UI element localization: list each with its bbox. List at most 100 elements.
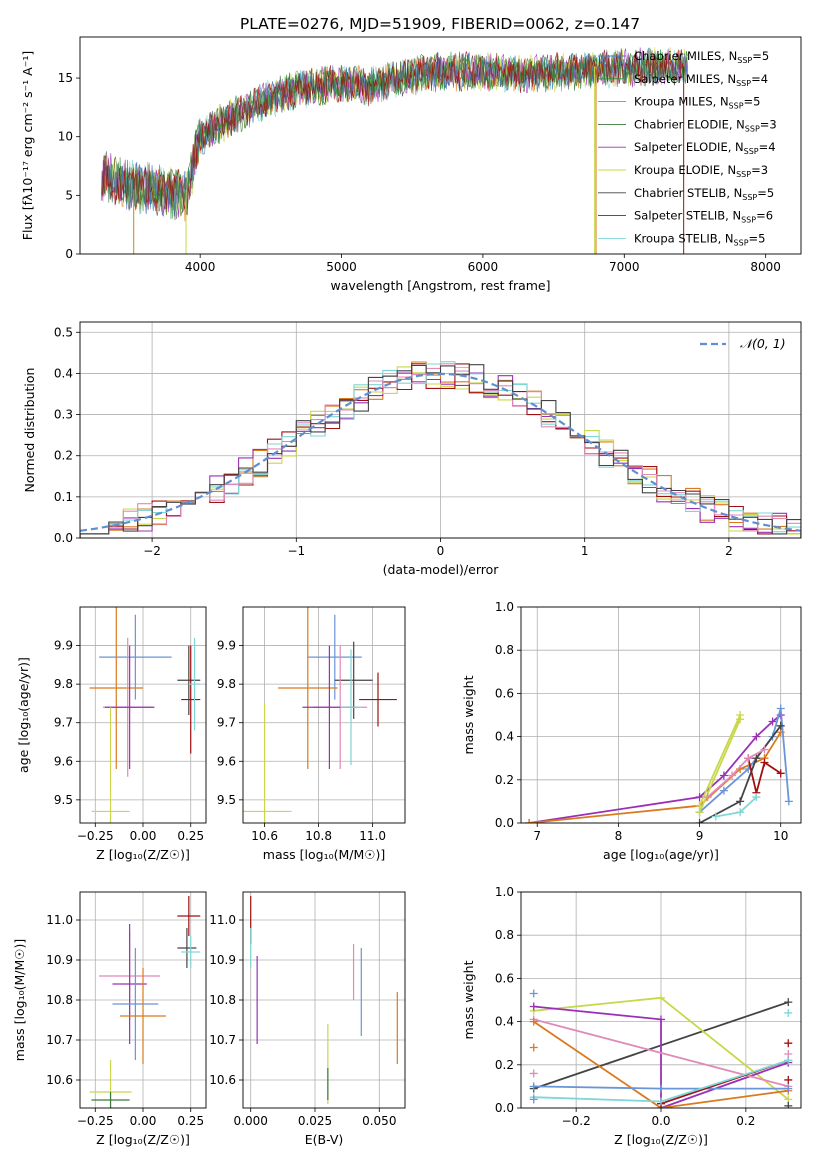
x-tick-label: 0.050 <box>362 1114 396 1128</box>
plot-area <box>529 989 793 1108</box>
y-tick-label: 11.0 <box>46 913 73 927</box>
axes-frame <box>520 606 802 824</box>
legend-subscript: SSP <box>734 238 749 247</box>
plus-marker <box>657 1084 665 1093</box>
legend-suffix: =5 <box>757 186 774 200</box>
x-axis-label: wavelength [Angstrom, rest frame] <box>330 278 550 293</box>
x-tick-label: −0.25 <box>77 829 114 843</box>
legend-text: Kroupa MILES, N <box>634 95 729 109</box>
mass-weight-series-line <box>533 1020 789 1108</box>
legend-entry: Chabrier MILES, NSSP=5 <box>634 49 769 65</box>
plus-marker <box>529 1095 538 1104</box>
plus-marker <box>784 1075 793 1084</box>
plus-marker <box>736 715 745 724</box>
age-vs-metallicity-panel: −0.25 0.00 0.25 9.5 9.6 9.7 9.8 9.9 Z [log₁₀(Z/Z… <box>16 606 207 862</box>
plus-marker <box>529 1069 538 1078</box>
plot-area <box>89 607 201 823</box>
spectrum-series-line <box>102 49 684 216</box>
x-tick-label: 0.25 <box>177 1114 204 1128</box>
plus-marker <box>525 819 534 823</box>
legend-entry: Salpeter ELODIE, NSSP=4 <box>634 140 776 156</box>
x-tick-label: 6000 <box>468 260 499 274</box>
y-tick-label: 10.6 <box>46 1073 73 1087</box>
plus-marker <box>752 793 761 802</box>
x-tick-label: 0.00 <box>130 1114 157 1128</box>
plus-marker <box>703 793 712 802</box>
legend-entry: Kroupa MILES, NSSP=5 <box>634 95 760 111</box>
y-tick-label: 10.8 <box>46 993 73 1007</box>
legend-entry: Chabrier ELODIE, NSSP=3 <box>634 117 777 133</box>
y-tick-label: 9.7 <box>54 716 73 730</box>
legend-subscript: SSP <box>742 193 757 202</box>
plus-marker <box>529 1082 538 1091</box>
plus-marker <box>776 721 785 730</box>
x-axis-label: (data-model)/error <box>383 562 500 577</box>
axes-frame <box>520 891 802 1109</box>
plus-marker <box>784 1050 793 1058</box>
figure-title: PLATE=0276, MJD=51909, FIBERID=0062, z=0… <box>240 15 640 33</box>
plus-marker <box>760 758 769 767</box>
plus-marker <box>784 998 793 1007</box>
mass-weight-vs-age-panel: 7 8 9 10 0.0 0.2 0.4 0.6 0.8 1.0 age [log₁₀(age/yr… <box>461 600 802 862</box>
x-tick-label: 5000 <box>326 260 357 274</box>
y-tick-label: 0.0 <box>495 816 514 830</box>
y-tick-label: 9.9 <box>54 639 73 653</box>
mass-weight-series-line <box>715 796 758 818</box>
plus-marker <box>784 1039 793 1048</box>
axes-frame <box>242 891 406 1109</box>
legend-suffix: =3 <box>760 117 777 131</box>
plus-marker <box>657 1015 665 1024</box>
y-tick-label: 9.5 <box>217 793 236 807</box>
spectrum-series-line <box>101 50 688 216</box>
plot-area <box>243 607 397 823</box>
plus-marker <box>529 1017 538 1026</box>
axes-frame <box>79 606 207 824</box>
legend-suffix: =3 <box>751 163 768 177</box>
legend-text: Chabrier MILES, N <box>634 49 737 63</box>
mass-weight-series-line <box>747 757 782 794</box>
y-tick-label: 0.5 <box>54 325 73 339</box>
legend-subscript: SSP <box>736 79 751 88</box>
y-tick-label: 10.9 <box>209 953 236 967</box>
x-tick-label: 2 <box>725 544 733 558</box>
y-tick-label: 1.0 <box>495 885 514 899</box>
legend-text: Chabrier ELODIE, N <box>634 117 745 131</box>
y-tick-label: 10.8 <box>209 993 236 1007</box>
y-tick-label: 0.6 <box>495 971 514 985</box>
y-tick-label: 0.8 <box>495 928 514 942</box>
y-tick-label: 9.9 <box>217 639 236 653</box>
y-tick-label: 0.4 <box>54 366 73 380</box>
x-tick-label: 0.000 <box>234 1114 268 1128</box>
plus-marker <box>657 993 665 1002</box>
legend-text: Salpeter STELIB, N <box>634 209 741 223</box>
y-tick-label: 5 <box>65 188 73 202</box>
mass-weight-series-line <box>699 708 790 813</box>
mass-weight-series-line <box>699 725 782 823</box>
x-axis-label: mass [log₁₀(M/M☉)] <box>263 847 385 862</box>
plus-marker <box>719 786 728 795</box>
y-tick-label: 10.9 <box>46 953 73 967</box>
x-tick-label: 9 <box>696 829 704 843</box>
y-axis-label: mass weight <box>461 960 476 1039</box>
y-axis-label: mass [log₁₀(M/M☉)] <box>12 939 27 1061</box>
plus-marker <box>760 745 769 754</box>
plot-area <box>525 704 793 823</box>
y-tick-label: 0.6 <box>495 686 514 700</box>
histogram-series <box>80 364 801 538</box>
y-tick-label: 9.8 <box>217 677 236 691</box>
legend-entry: Kroupa STELIB, NSSP=5 <box>634 231 765 247</box>
y-tick-label: 0.0 <box>495 1101 514 1115</box>
x-axis-label: Z [log₁₀(Z/Z☉)] <box>96 847 190 862</box>
legend-subscript: SSP <box>744 147 759 156</box>
x-tick-label: −0.25 <box>77 1114 114 1128</box>
y-tick-label: 0.8 <box>495 643 514 657</box>
legend-suffix: =5 <box>749 231 766 245</box>
mass-weight-vs-metallicity-panel: −0.2 0.0 0.2 0.0 0.2 0.4 0.6 0.8 1.0 Z [log₁₀(Z/Z… <box>461 885 802 1147</box>
plus-marker <box>768 717 777 726</box>
mass-vs-extinction-panel: 0.000 0.025 0.050 10.6 10.7 10.8 10.9 11.0 E(B-V… <box>209 891 406 1147</box>
legend-subscript: SSP <box>729 102 744 111</box>
legend-text: Chabrier STELIB, N <box>634 186 742 200</box>
plot-area <box>80 361 801 538</box>
legend-text: Salpeter MILES, N <box>634 72 736 86</box>
